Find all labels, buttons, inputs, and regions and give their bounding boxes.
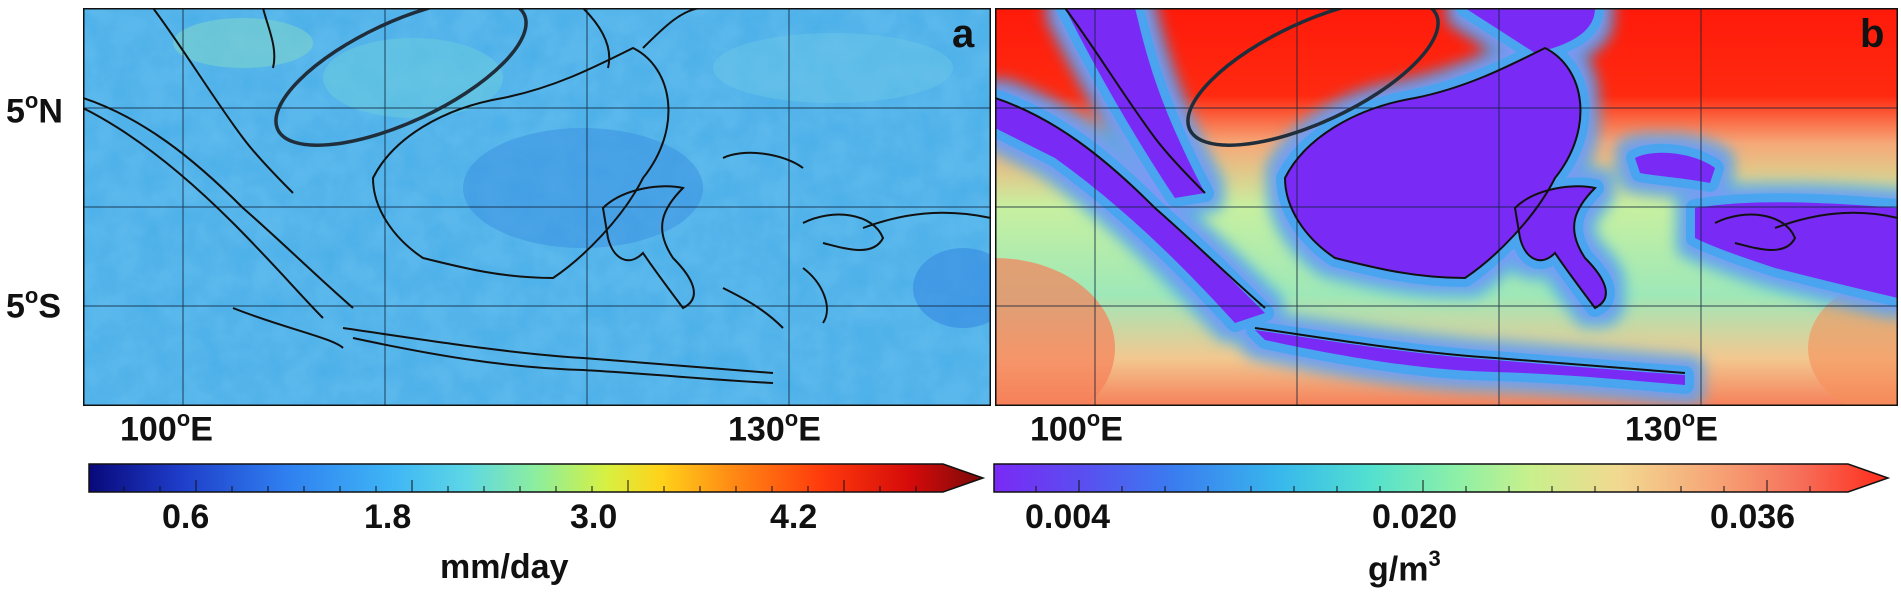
colorbar-a-unit: mm/day	[440, 548, 569, 586]
coastlines-b	[995, 8, 1898, 374]
lat-label-5n: 5oN	[6, 88, 63, 131]
colorbar-a-tick-3: 4.2	[770, 498, 818, 536]
panel-letter-b: b	[1860, 12, 1885, 56]
colorbar-b-tick-1: 0.020	[1372, 498, 1458, 536]
colorbar-a-tick-2: 3.0	[570, 498, 618, 536]
lat-label-5s: 5oS	[6, 283, 62, 326]
graticule-a	[83, 8, 991, 406]
graticule-b	[995, 8, 1898, 406]
highlight-ellipse-a	[274, 8, 528, 147]
colorbar-b-tick-2: 0.036	[1710, 498, 1796, 536]
map-panel-a	[83, 8, 991, 406]
panel-letter-a: a	[952, 12, 975, 56]
lon-label-a-100e: 100oE	[120, 406, 213, 449]
highlight-ellipse-b	[1186, 8, 1440, 147]
colorbar-a-tick-0: 0.6	[162, 498, 210, 536]
colorbar-b-unit: g/m3	[1368, 546, 1441, 589]
lon-label-a-130e: 130oE	[728, 406, 821, 449]
colorbar-a-tick-1: 1.8	[364, 498, 412, 536]
lon-label-b-100e: 100oE	[1030, 406, 1123, 449]
colorbar-b-tick-0: 0.004	[1025, 498, 1111, 536]
colorbar-a	[88, 463, 986, 493]
lon-label-b-130e: 130oE	[1625, 406, 1718, 449]
coastlines-a	[83, 8, 991, 384]
colorbar-b	[993, 463, 1891, 493]
map-panel-b	[995, 8, 1898, 406]
